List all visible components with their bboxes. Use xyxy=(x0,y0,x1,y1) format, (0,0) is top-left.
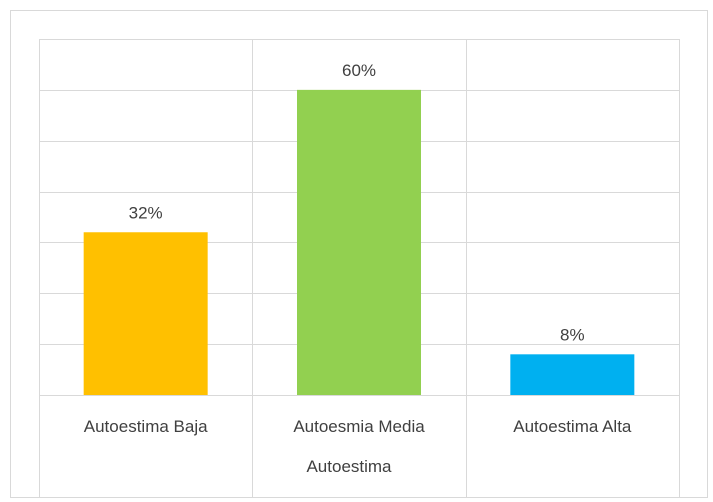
bar xyxy=(510,354,635,395)
category-label: Autoestima Baja xyxy=(84,417,208,436)
bar-chart: 32%60%8% Autoestima Baja Autoesmia Media A… xyxy=(39,39,680,497)
data-labels: 32% 60% 8% xyxy=(129,61,585,344)
data-label: 60% xyxy=(342,61,376,80)
category-label: Autoesmia Media xyxy=(293,417,425,436)
bars xyxy=(83,89,635,395)
data-label: 8% xyxy=(560,325,585,344)
category-labels: Autoestima Baja Autoesmia Media Autoestima… xyxy=(84,417,632,436)
data-label: 32% xyxy=(129,203,163,222)
bar xyxy=(83,232,208,395)
bar xyxy=(297,89,421,395)
x-axis-title: Autoestima xyxy=(306,457,392,476)
chart-area: 32% 60% 8% Autoestima Baja Autoesmia Media A… xyxy=(10,10,708,498)
category-label: Autoestima Alta xyxy=(513,417,632,436)
